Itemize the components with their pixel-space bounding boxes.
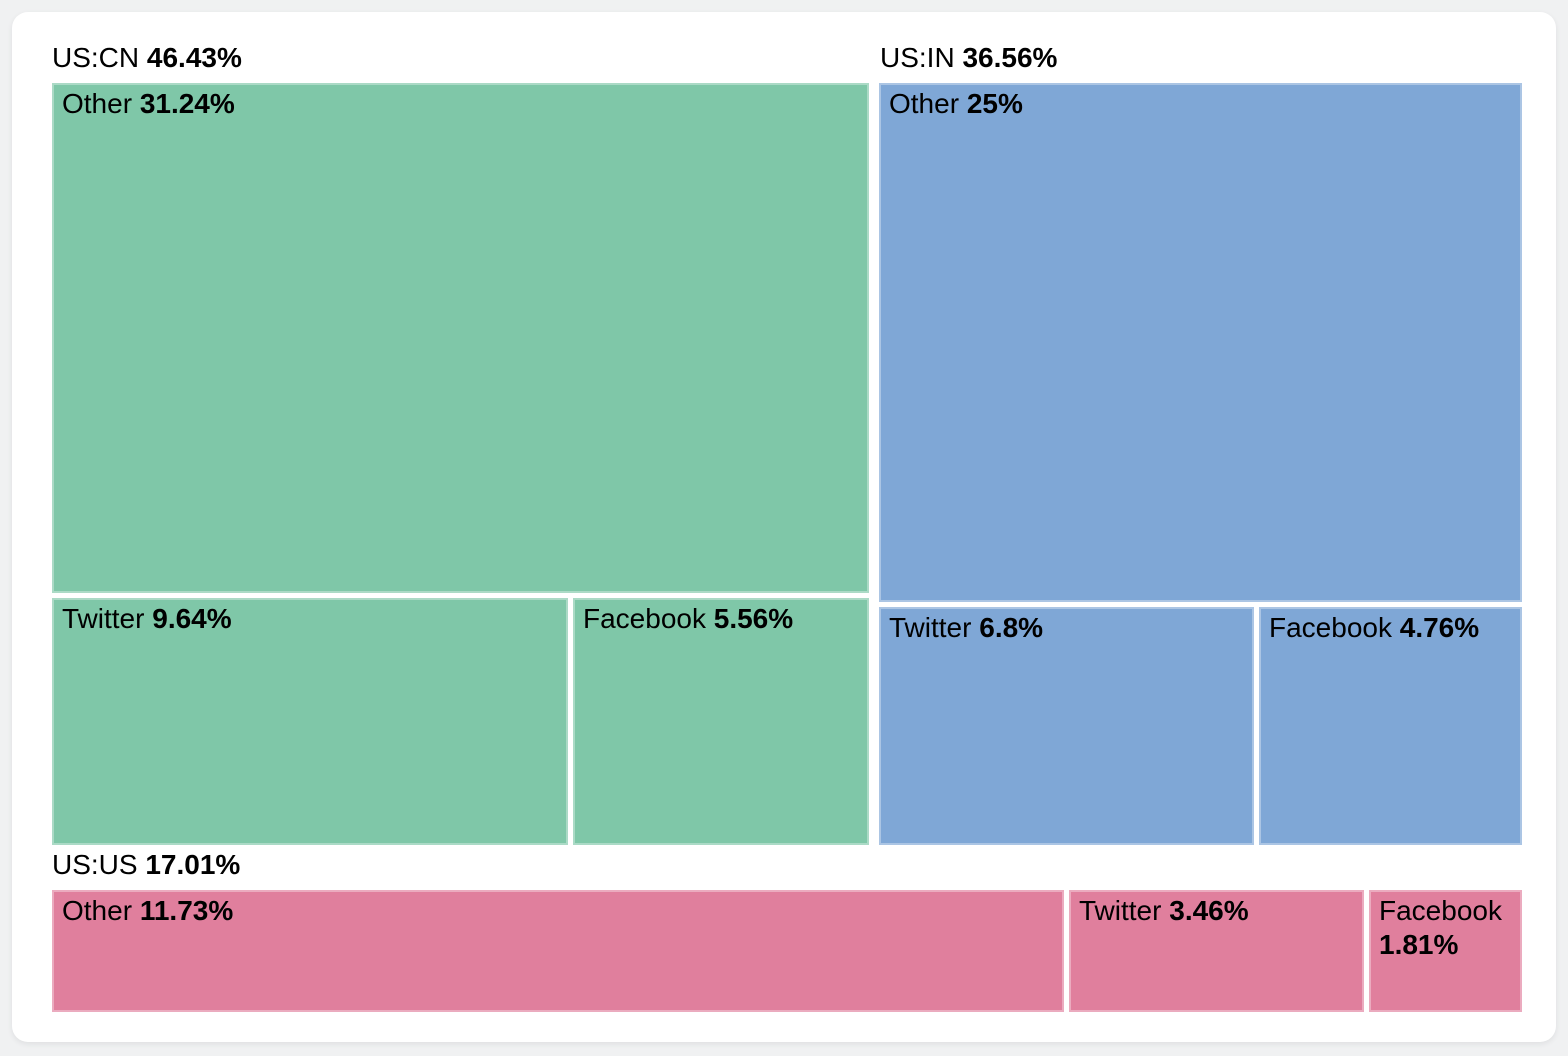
group-name: US:US	[52, 849, 138, 880]
group-percent: 36.56%	[962, 42, 1058, 73]
group-name: US:CN	[52, 42, 140, 73]
group-name: US:IN	[880, 42, 955, 73]
cell-us-us-facebook[interactable]: Facebook 1.81%	[1369, 890, 1522, 1012]
cell-name: Other	[62, 895, 133, 926]
cell-percent: 11.73%	[139, 895, 234, 926]
cell-percent: 3.46%	[1169, 895, 1249, 926]
cell-name: Twitter	[889, 612, 972, 643]
cell-us-cn-facebook[interactable]: Facebook 5.56%	[573, 598, 869, 845]
cell-us-us-twitter[interactable]: Twitter 3.46%	[1069, 890, 1364, 1012]
cell-name: Facebook	[1379, 895, 1502, 926]
cell-percent: 5.56%	[713, 603, 794, 634]
cell-us-in-facebook[interactable]: Facebook 4.76%	[1259, 607, 1522, 845]
group-label-us-in: US:IN 36.56%	[880, 41, 1057, 75]
cell-percent: 25%	[966, 88, 1023, 119]
group-label-us-cn: US:CN 46.43%	[52, 41, 242, 75]
cell-percent: 6.8%	[979, 612, 1044, 643]
cell-percent: 9.64%	[152, 603, 232, 634]
cell-name: Facebook	[583, 603, 706, 634]
cell-name: Facebook	[1269, 612, 1392, 643]
cell-percent: 1.81%	[1379, 929, 1459, 960]
cell-name: Twitter	[62, 603, 145, 634]
cell-us-in-other[interactable]: Other 25%	[879, 83, 1522, 602]
cell-name: Other	[889, 88, 960, 119]
cell-percent: 4.76%	[1399, 612, 1480, 643]
cell-us-cn-other[interactable]: Other 31.24%	[52, 83, 869, 593]
group-label-us-us: US:US 17.01%	[52, 848, 240, 882]
cell-percent: 31.24%	[139, 88, 235, 119]
group-percent: 17.01%	[145, 849, 241, 880]
cell-name: Twitter	[1079, 895, 1162, 926]
cell-us-us-other[interactable]: Other 11.73%	[52, 890, 1064, 1012]
cell-us-cn-twitter[interactable]: Twitter 9.64%	[52, 598, 568, 845]
cell-name: Other	[62, 88, 133, 119]
group-percent: 46.43%	[146, 42, 242, 73]
cell-us-in-twitter[interactable]: Twitter 6.8%	[879, 607, 1254, 845]
